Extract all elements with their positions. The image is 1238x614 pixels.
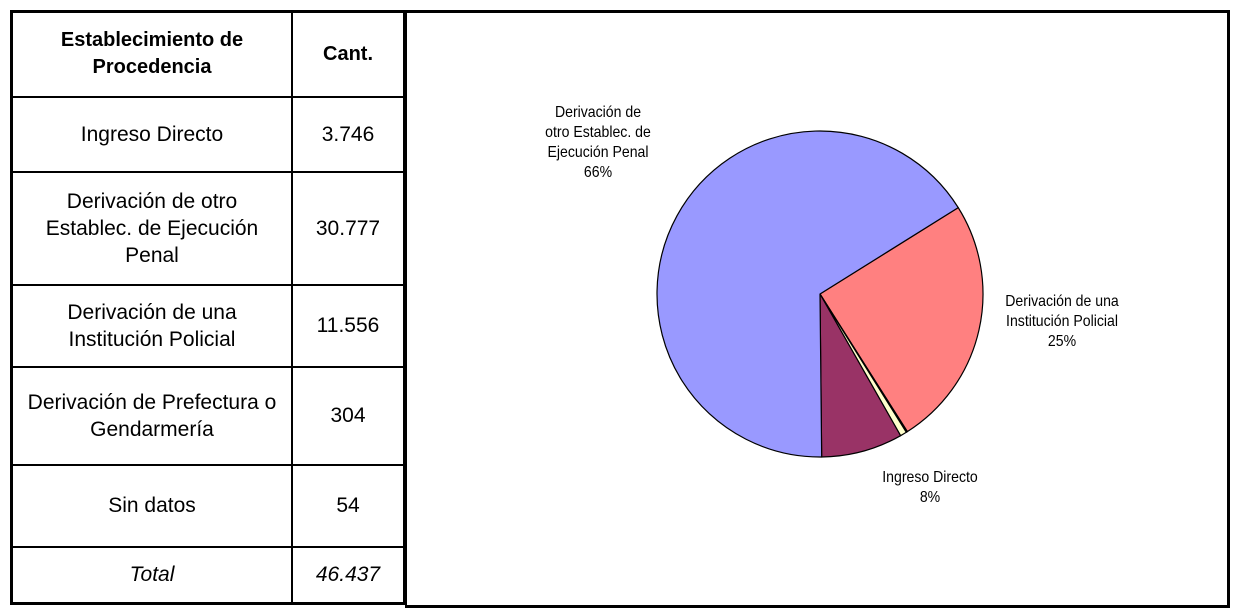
cell: 304 (291, 365, 406, 466)
pie-slice (656, 130, 959, 458)
cell: 3.746 (291, 95, 406, 173)
cell: 30.777 (291, 170, 406, 286)
cell: Ingreso Directo (10, 95, 293, 173)
slice-label: Derivación de una Institución Policial 2… (999, 292, 1126, 352)
cell: 54 (291, 463, 406, 548)
cell: 11.556 (291, 283, 406, 368)
slice-value-label: 25% (1047, 333, 1077, 350)
cell: Derivación de Prefectura o Gendarmería (10, 365, 293, 466)
cell: Sin datos (10, 463, 293, 548)
slice-label: Ingreso Directo 8% (860, 468, 1001, 508)
slice-value-label: 66% (583, 164, 613, 181)
total-cell: 46.437 (291, 545, 406, 605)
cell: Derivación de otro Establec. de Ejecució… (10, 170, 293, 286)
chart-panel (405, 10, 1230, 608)
pie-slice (819, 207, 984, 433)
header-cell: Cant. (291, 10, 406, 98)
cell: Derivación de una Institución Policial (10, 283, 293, 368)
slice-name: Ingreso Directo (882, 469, 978, 486)
slice-label: Derivación de otro Establec. de Ejecució… (543, 103, 654, 183)
header-cell: Establecimiento de Procedencia (10, 10, 293, 98)
total-cell: Total (10, 545, 293, 605)
slice-name: Derivación de una Institución Policial (1005, 293, 1119, 330)
data-table: Establecimiento de Procedencia Cant. Ing… (10, 10, 406, 605)
slice-name: Derivación de otro Establec. de Ejecució… (545, 104, 651, 161)
slice-value-label: 8% (919, 489, 941, 506)
